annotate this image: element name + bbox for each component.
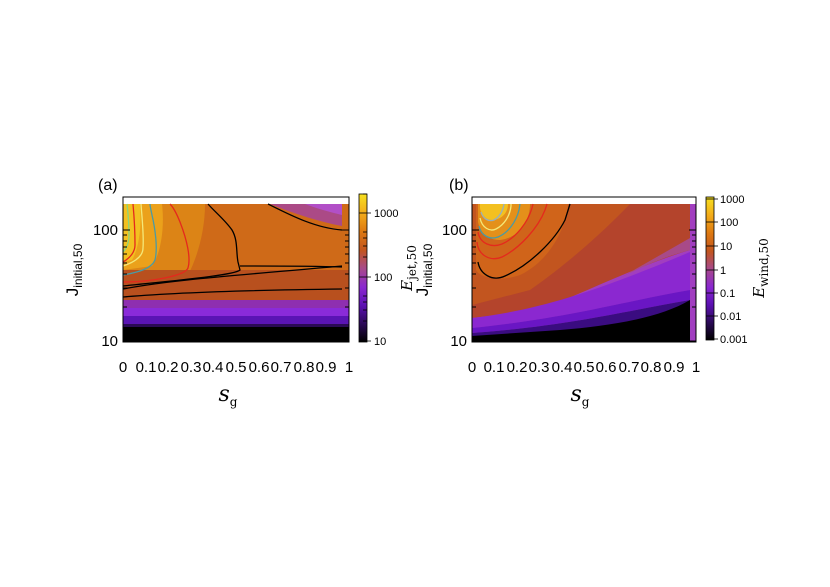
heatmap-a-fade-region-2: [305, 204, 342, 215]
x-axis-label-b: sg: [571, 382, 590, 409]
panel-label-a: (a): [98, 177, 118, 194]
heatmap-b: [472, 197, 696, 342]
contour-a-red-2: [123, 203, 136, 263]
x-tick-label-b-7: 0.7: [619, 359, 640, 376]
colorbar-label-a-sub: jet,50: [405, 245, 419, 282]
y-tick-label-a-0: 10: [101, 333, 118, 350]
heatmap-a-hottest-region: [123, 204, 141, 262]
heatmap-b-black: [472, 300, 690, 342]
colorbar-tick-label-b-3: 1: [720, 265, 726, 277]
heatmap-b-hottest: [480, 204, 508, 220]
contours-b: [476, 203, 571, 279]
colorbar-ticks-b: [706, 198, 718, 340]
x-axis-label-b-sub: g: [582, 395, 590, 409]
heatmap-a-band-4: [123, 324, 349, 327]
y-tick-label-a-1: 100: [93, 222, 118, 239]
x-tick-label-b-6: 0.6: [596, 359, 617, 376]
contour-a-black-5: [267, 203, 343, 231]
contour-b-black: [477, 203, 571, 279]
x-tick-label-b-4: 0.4: [552, 359, 573, 376]
heatmap-a-band-3: [123, 316, 349, 324]
colorbar-tick-label-a-1: 100: [374, 272, 392, 284]
contour-b-gray: [480, 203, 505, 222]
colorbar-label-b-sub: wind,50: [757, 238, 771, 287]
y-tick-label-b-0: 10: [450, 333, 467, 350]
x-ticks-a: [122, 337, 350, 342]
x-ticks-b: [471, 337, 697, 342]
heatmap-a-band-5: [123, 327, 349, 342]
y-axis-label-b: Jinitial,50: [413, 243, 435, 296]
y-axis-label-a-main: J: [63, 288, 82, 297]
x-tick-label-b-1: 0.1: [484, 359, 505, 376]
contour-b-teal: [478, 203, 521, 239]
colorbar-tick-label-b-1: 0.01: [720, 311, 741, 323]
x-tick-label-a-9: 0.9: [316, 359, 337, 376]
colorbar-tick-label-b-5: 100: [720, 217, 738, 229]
colorbar-label-b-main: E: [750, 287, 768, 299]
y-axis-label-a: Jinitial,50: [63, 243, 85, 296]
y-ticks-b: [472, 196, 696, 342]
contour-a-black-3: [123, 203, 241, 287]
contour-a-red: [123, 203, 190, 283]
x-axis-label-a: sg: [219, 382, 238, 409]
y-axis-label-b-sub: initial,50: [421, 243, 435, 287]
colorbar-label-b: Ewind,50: [750, 238, 771, 299]
x-axis-label-a-main: s: [219, 382, 230, 407]
contour-b-red-2: [477, 203, 534, 247]
y-axis-label-a-sub: initial,50: [71, 243, 85, 287]
x-tick-label-a-0: 0: [119, 359, 127, 376]
colorbar-b: [705, 196, 715, 341]
heatmap-b-band-violet-2: [472, 290, 690, 333]
heatmap-a-band-1: [123, 300, 349, 308]
colorbar-tick-label-a-2: 1000: [374, 208, 398, 220]
heatmap-a-band-dark: [123, 270, 349, 300]
panel-a: (a): [63, 177, 419, 409]
colorbar-label-a-main: E: [398, 280, 416, 292]
contour-b-red: [476, 203, 548, 260]
contour-a-black-4: [239, 265, 343, 268]
y-axis-label-b-main: J: [413, 288, 432, 297]
x-tick-label-a-6: 0.6: [249, 359, 270, 376]
x-axis-label-b-main: s: [571, 382, 582, 407]
x-tick-label-a-5: 0.5: [226, 359, 247, 376]
x-tick-label-b-10: 1: [692, 359, 700, 376]
x-tick-label-a-7: 0.7: [271, 359, 292, 376]
heatmap-b-band-violet-1: [472, 252, 690, 328]
heatmap-a-band-2: [123, 308, 349, 316]
y-tick-label-b-1: 100: [442, 222, 467, 239]
x-tick-label-a-8: 0.8: [294, 359, 315, 376]
x-tick-label-b-8: 0.8: [641, 359, 662, 376]
contour-a-black-2: [123, 265, 343, 290]
x-tick-label-a-2: 0.2: [158, 359, 179, 376]
colorbar-tick-label-b-0: 0.001: [720, 334, 748, 346]
contours-a: [123, 203, 343, 298]
x-tick-label-a-1: 0.1: [136, 359, 157, 376]
colorbar-tick-label-b-2: 0.1: [720, 288, 735, 300]
x-tick-label-b-9: 0.9: [664, 359, 685, 376]
heatmap-a: [123, 197, 349, 342]
x-tick-label-a-10: 1: [345, 359, 353, 376]
panel-b: (b): [413, 177, 771, 409]
colorbar-ticks-a: [359, 193, 371, 342]
contour-a-green: [123, 203, 130, 253]
colorbar-a: [358, 193, 368, 343]
y-ticks-a: [123, 196, 349, 342]
x-tick-label-b-0: 0: [468, 359, 476, 376]
colorbar-label-a: Ejet,50: [398, 245, 419, 292]
colorbar-tick-label-b-6: 1000: [720, 194, 744, 206]
panel-label-b: (b): [449, 177, 469, 194]
contour-a-black-1: [123, 288, 343, 298]
colorbar-tick-label-b-4: 10: [720, 241, 732, 253]
x-tick-label-b-2: 0.2: [507, 359, 528, 376]
contour-a-teal: [123, 203, 157, 276]
contour-b-yellow: [479, 204, 512, 231]
contour-a-yellow: [123, 203, 144, 267]
x-axis-label-a-sub: g: [230, 395, 238, 409]
x-tick-label-a-4: 0.4: [203, 359, 224, 376]
x-tick-label-a-3: 0.3: [181, 359, 202, 376]
x-tick-label-b-5: 0.5: [574, 359, 595, 376]
x-tick-label-b-3: 0.3: [529, 359, 550, 376]
colorbar-tick-label-a-0: 10: [374, 336, 386, 348]
